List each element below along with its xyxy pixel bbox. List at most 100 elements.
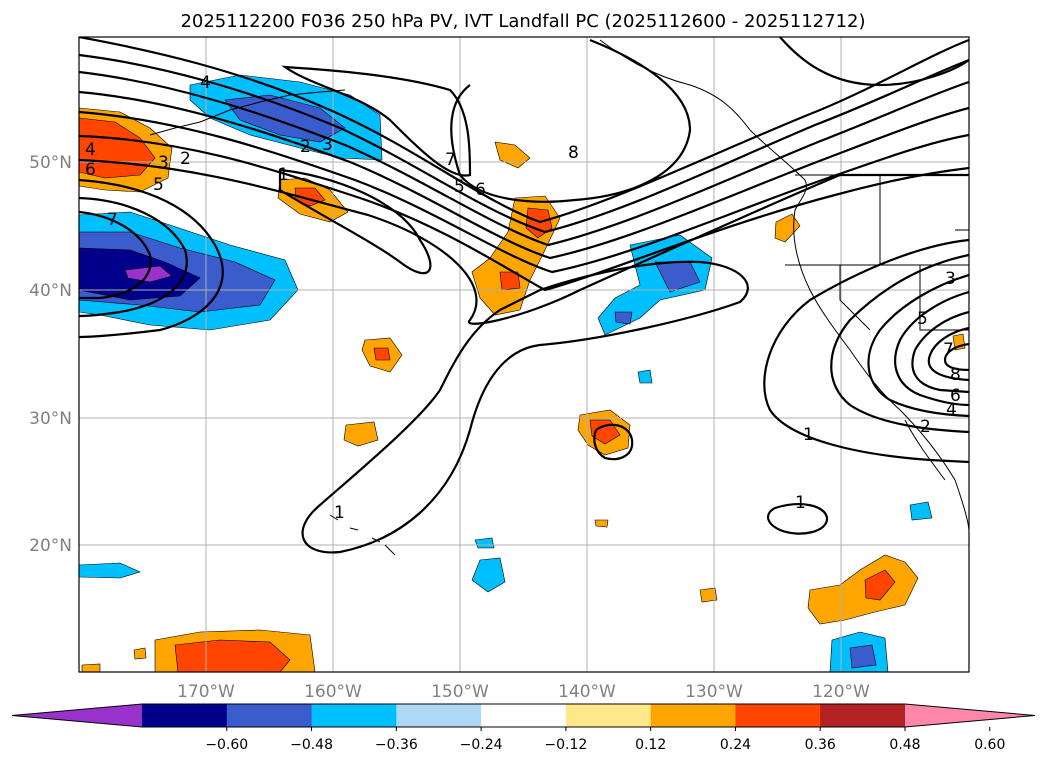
colorbar-tick-label: −0.24 (460, 737, 503, 753)
contour-line-1 (79, 37, 969, 224)
contour-label: 3 (158, 153, 169, 173)
contour-label: 4 (85, 140, 96, 160)
contour-label: 3 (945, 269, 956, 289)
negative-anomaly-shading (79, 74, 933, 672)
contour-labels: 4 4 3 2 6 5 7 2 3 1 7 5 6 8 3 5 7 8 6 4 … (85, 73, 961, 523)
map-frame (78, 36, 970, 673)
colorbar-outline (11, 703, 1036, 728)
contour-label: 5 (153, 175, 164, 195)
positive-anomaly-shading (79, 107, 966, 672)
blue-region-tiny-1 (637, 369, 653, 384)
contour-line-5 (79, 110, 969, 274)
gridlines (79, 37, 969, 672)
blue-region-central (597, 234, 713, 336)
contour-label: 4 (200, 73, 211, 93)
lat-label: 40°N (29, 281, 72, 301)
lon-label: 140°W (558, 682, 616, 702)
red-region-small-2 (373, 347, 391, 361)
coastline-baja (904, 419, 946, 481)
contour-label: 5 (454, 177, 465, 197)
blue-region-southeast-core (849, 644, 877, 669)
contour-label: 2 (300, 137, 311, 157)
contour-line-14 (779, 37, 969, 87)
hawaii (329, 514, 396, 556)
lat-label: 30°N (29, 409, 72, 429)
lon-label: 130°W (685, 682, 743, 702)
colorbar-segment (396, 704, 482, 727)
colorbar-tick-label: −0.60 (205, 737, 248, 753)
contour-line-8 (79, 178, 224, 339)
orange-region-southeast (807, 554, 919, 625)
colorbar: −0.60 −0.48 −0.36 −0.24 −0.12 0.12 0.24 0.36 0.4… (11, 703, 1036, 753)
colorbar-tick-label: −0.12 (544, 737, 587, 753)
orange-region-tiny-2 (594, 519, 609, 528)
colorbar-tick-label: 0.12 (635, 737, 666, 753)
lon-label: 170°W (177, 682, 235, 702)
contour-line-10 (79, 210, 152, 300)
contour-label: 8 (950, 365, 961, 385)
contour-label: 1 (278, 165, 289, 185)
contour-line-7 (79, 158, 969, 325)
blue-region-southwest (79, 562, 141, 579)
orange-region-tiny-1 (699, 587, 718, 603)
contour-line-24 (593, 423, 634, 461)
red-region-east-1 (589, 419, 621, 445)
coastline-north-america (793, 209, 969, 531)
blue-region-small-1 (614, 311, 633, 325)
red-region-southeast (864, 569, 896, 601)
contour-label: 7 (445, 150, 456, 170)
latitude-labels: 50°N 40°N 30°N 20°N (29, 153, 72, 556)
map-plot-area (79, 37, 969, 672)
orange-region-tiny-4 (133, 647, 147, 660)
colorbar-tick-label: 0.36 (805, 737, 836, 753)
orange-region-tiny-3 (81, 663, 101, 672)
contour-label: 2 (180, 149, 191, 169)
contour-label: 7 (943, 340, 954, 360)
colorbar-tick-label: 0.60 (974, 737, 1005, 753)
colorbar-tick-label: −0.48 (290, 737, 333, 753)
colorbar-extend-low (12, 704, 142, 727)
colorbar-segment (311, 704, 397, 727)
coastline-alaska (599, 39, 807, 211)
contour-line-22 (943, 342, 969, 372)
red-region-south (174, 639, 291, 672)
blue-region-east-small (909, 501, 933, 521)
figure-title: 2025112200 F036 250 hPa PV, IVT Landfall… (180, 11, 865, 32)
blue-region-tiny-2 (474, 537, 495, 549)
contour-line-18 (867, 273, 969, 418)
lon-label: 120°W (812, 682, 870, 702)
contour-label: 1 (795, 493, 806, 513)
colorbar-tick-label: 0.48 (889, 737, 920, 753)
contour-label: 6 (475, 180, 486, 200)
contour-label: 2 (920, 417, 931, 437)
contour-line-9 (79, 196, 188, 318)
contour-line-15 (301, 260, 749, 554)
contour-line-3 (79, 70, 969, 247)
contour-line-13 (450, 38, 692, 203)
contour-label: 7 (107, 210, 118, 230)
colorbar-segment (650, 704, 736, 727)
contour-line-6 (79, 134, 969, 292)
colorbar-segment (226, 704, 313, 727)
colorbar-extend-high (905, 704, 1035, 727)
coastlines (149, 39, 969, 556)
ivt-contours (79, 37, 969, 554)
contour-label: 3 (322, 135, 333, 155)
contour-label: 5 (917, 309, 928, 329)
lat-label: 20°N (29, 536, 72, 556)
colorbar-segment (481, 704, 567, 727)
contour-line-11 (278, 168, 432, 275)
lat-label: 50°N (29, 153, 72, 173)
contour-line-21 (927, 326, 969, 382)
contour-label: 1 (334, 503, 345, 523)
coastline-aleutians (149, 89, 346, 136)
colorbar-segment (565, 704, 652, 727)
contour-label: 4 (946, 400, 957, 420)
contour-line-16 (763, 238, 969, 464)
longitude-labels: 170°W 160°W 150°W 140°W 130°W 120°W (177, 682, 870, 702)
blue-region-south (471, 557, 506, 593)
contour-line-12 (281, 65, 472, 177)
lon-label: 150°W (431, 682, 489, 702)
contour-line-4 (79, 90, 969, 260)
